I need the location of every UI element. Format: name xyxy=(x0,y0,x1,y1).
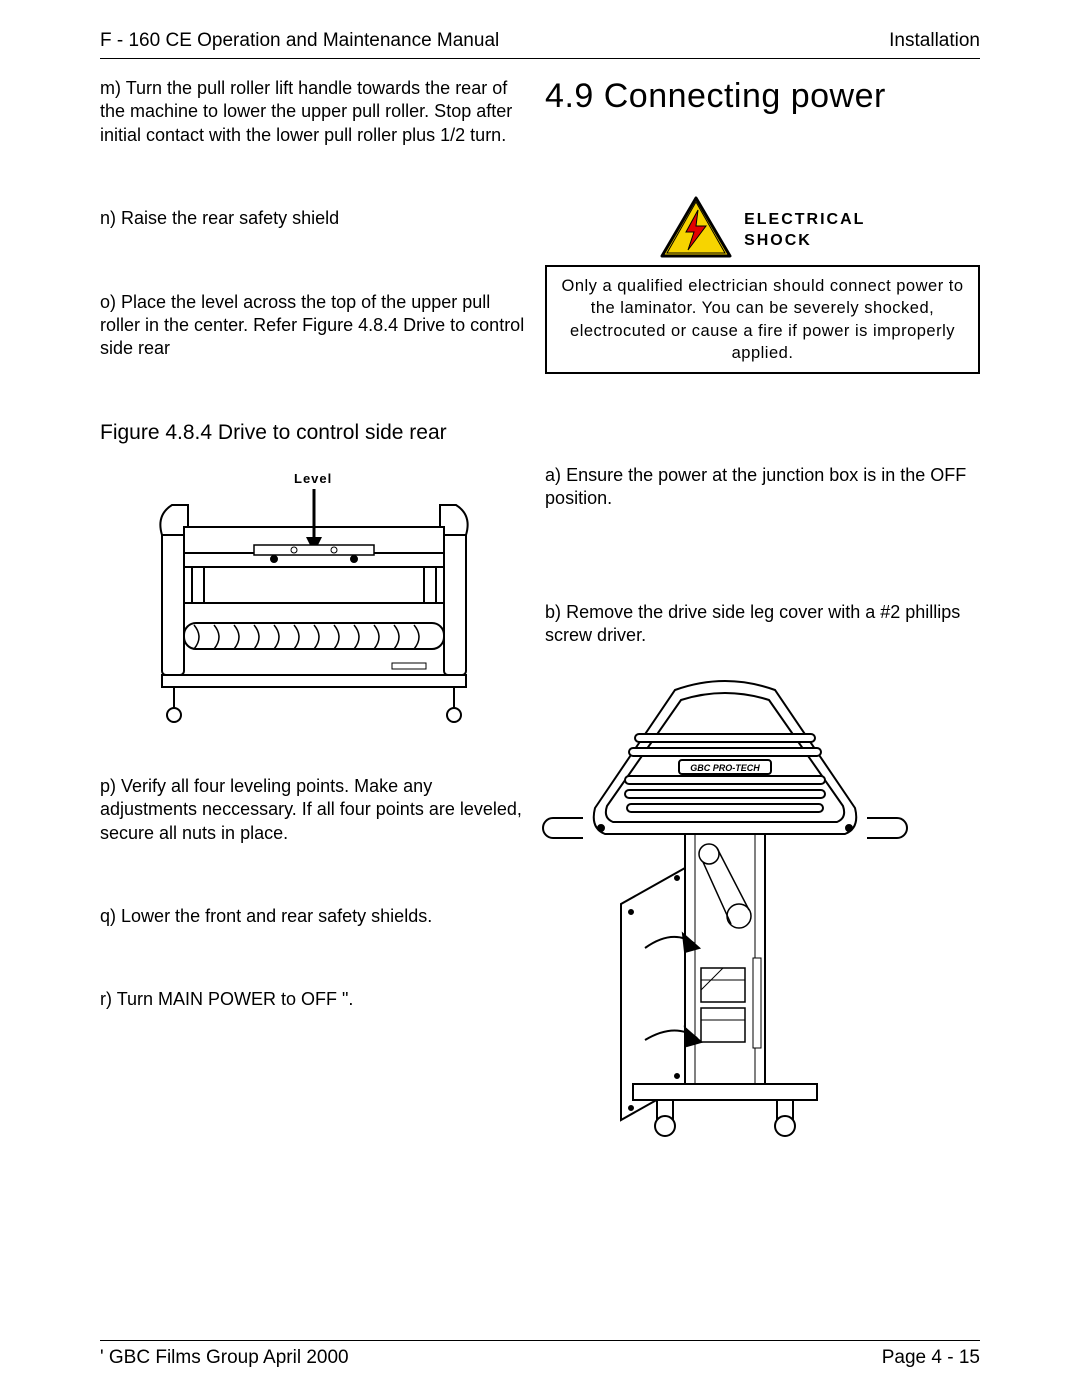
footer-right: Page 4 - 15 xyxy=(882,1347,980,1369)
step-m-text: Turn the pull roller lift handle towards… xyxy=(100,78,512,145)
step-o: o) Place the level across the top of the… xyxy=(100,291,527,361)
step-n-label: n) xyxy=(100,208,116,228)
step-m: m) Turn the pull roller lift handle towa… xyxy=(100,77,527,147)
step-r-label: r) xyxy=(100,989,112,1009)
step-r: r) Turn MAIN POWER to OFF ". xyxy=(100,988,527,1011)
section-title: 4.9 Connecting power xyxy=(545,77,980,116)
step-b: b) Remove the drive side leg cover with … xyxy=(545,601,980,648)
footer-left: ' GBC Films Group April 2000 xyxy=(100,1347,349,1369)
warning-block: ELECTRICAL SHOCK Only a qualified electr… xyxy=(545,196,980,374)
warning-label-line1: ELECTRICAL xyxy=(744,211,865,228)
step-m-label: m) xyxy=(100,78,121,98)
level-label: Level xyxy=(294,471,332,486)
warning-label-line2: SHOCK xyxy=(744,232,812,249)
step-n: n) Raise the rear safety shield xyxy=(100,207,527,230)
step-b-label: b) xyxy=(545,602,561,622)
step-p: p) Verify all four leveling points. Make… xyxy=(100,775,527,845)
two-column-layout: m) Turn the pull roller lift handle towa… xyxy=(100,77,980,1148)
page-header: F - 160 CE Operation and Maintenance Man… xyxy=(100,30,980,59)
step-q-label: q) xyxy=(100,906,116,926)
header-left: F - 160 CE Operation and Maintenance Man… xyxy=(100,30,499,52)
step-q: q) Lower the front and rear safety shiel… xyxy=(100,905,527,928)
step-p-text: Verify all four leveling points. Make an… xyxy=(100,776,522,843)
step-a-text: Ensure the power at the junction box is … xyxy=(545,465,966,508)
step-a: a) Ensure the power at the junction box … xyxy=(545,464,980,511)
figure-title: Figure 4.8.4 Drive to control side rear xyxy=(100,421,527,445)
step-o-text: Place the level across the top of the up… xyxy=(100,292,524,359)
electrical-shock-icon xyxy=(660,196,732,265)
page-footer: ' GBC Films Group April 2000 Page 4 - 15 xyxy=(100,1340,980,1369)
step-b-text: Remove the drive side leg cover with a #… xyxy=(545,602,960,645)
header-right: Installation xyxy=(889,30,980,52)
warning-box-text: Only a qualified electrician should conn… xyxy=(545,265,980,374)
step-a-label: a) xyxy=(545,465,561,485)
warning-label: ELECTRICAL SHOCK xyxy=(744,210,865,252)
step-o-label: o) xyxy=(100,292,116,312)
step-n-text: Raise the rear safety shield xyxy=(121,208,339,228)
step-p-label: p) xyxy=(100,776,116,796)
step-q-text: Lower the front and rear safety shields. xyxy=(121,906,432,926)
right-column: 4.9 Connecting power ELECTRICAL SHOCK On… xyxy=(545,77,980,1148)
step-r-text: Turn MAIN POWER to OFF ". xyxy=(117,989,354,1009)
left-column: m) Turn the pull roller lift handle towa… xyxy=(100,77,535,1148)
brand-text: GBC PRO-TECH xyxy=(690,763,760,773)
figure-laminator-diagram: Level xyxy=(144,465,484,725)
drive-side-diagram: GBC PRO-TECH xyxy=(525,668,925,1148)
